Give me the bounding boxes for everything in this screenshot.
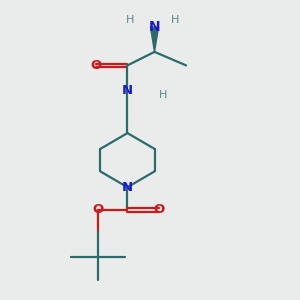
Text: H: H bbox=[171, 15, 179, 25]
Text: H: H bbox=[159, 90, 168, 100]
Text: O: O bbox=[92, 203, 104, 216]
Text: O: O bbox=[90, 59, 101, 72]
Text: N: N bbox=[122, 181, 133, 194]
Polygon shape bbox=[151, 27, 159, 52]
Text: O: O bbox=[153, 203, 165, 216]
Text: N: N bbox=[149, 20, 160, 34]
Text: H: H bbox=[125, 15, 134, 25]
Text: N: N bbox=[122, 84, 133, 97]
